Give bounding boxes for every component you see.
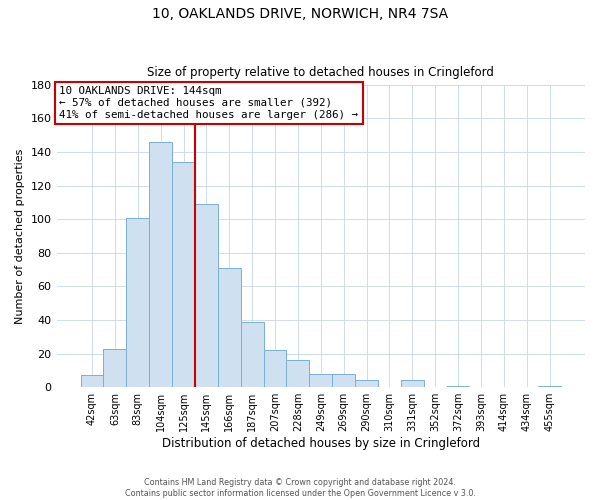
- Bar: [286, 360, 310, 387]
- Text: 10, OAKLANDS DRIVE, NORWICH, NR4 7SA: 10, OAKLANDS DRIVE, NORWICH, NR4 7SA: [152, 8, 448, 22]
- Bar: [263, 350, 286, 387]
- Bar: [80, 376, 103, 387]
- Bar: [310, 374, 332, 387]
- X-axis label: Distribution of detached houses by size in Cringleford: Distribution of detached houses by size …: [162, 437, 480, 450]
- Text: 10 OAKLANDS DRIVE: 144sqm
← 57% of detached houses are smaller (392)
41% of semi: 10 OAKLANDS DRIVE: 144sqm ← 57% of detac…: [59, 86, 358, 120]
- Y-axis label: Number of detached properties: Number of detached properties: [15, 148, 25, 324]
- Bar: [103, 348, 127, 387]
- Bar: [149, 142, 172, 387]
- Bar: [401, 380, 424, 387]
- Text: Contains HM Land Registry data © Crown copyright and database right 2024.
Contai: Contains HM Land Registry data © Crown c…: [125, 478, 475, 498]
- Bar: [218, 268, 241, 387]
- Title: Size of property relative to detached houses in Cringleford: Size of property relative to detached ho…: [148, 66, 494, 80]
- Bar: [538, 386, 561, 387]
- Bar: [127, 218, 149, 387]
- Bar: [355, 380, 378, 387]
- Bar: [332, 374, 355, 387]
- Bar: [241, 322, 263, 387]
- Bar: [195, 204, 218, 387]
- Bar: [172, 162, 195, 387]
- Bar: [446, 386, 469, 387]
